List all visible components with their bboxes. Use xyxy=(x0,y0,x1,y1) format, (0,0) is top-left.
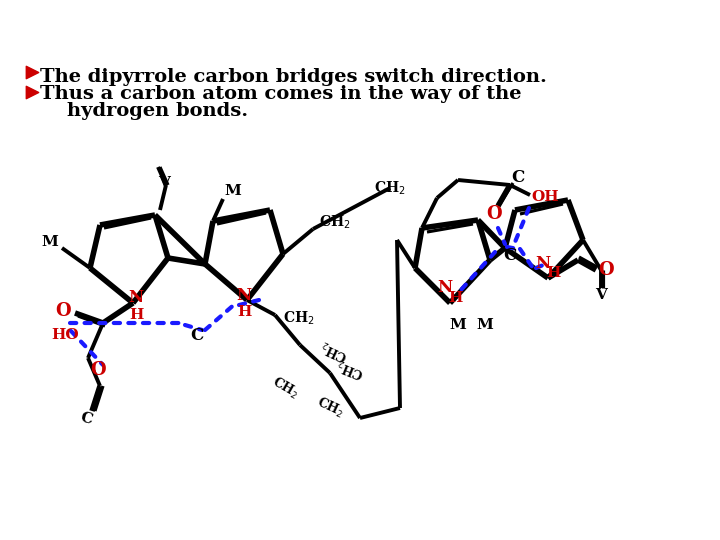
Text: H: H xyxy=(129,308,143,322)
Text: O: O xyxy=(55,302,71,320)
Text: C: C xyxy=(78,410,94,427)
Text: OH: OH xyxy=(531,190,559,204)
Text: CH$_2$: CH$_2$ xyxy=(374,179,406,197)
Text: M: M xyxy=(477,318,493,332)
Point xyxy=(26,87,37,96)
Text: M: M xyxy=(449,318,467,332)
Text: M: M xyxy=(42,235,58,249)
Text: CH$_2$: CH$_2$ xyxy=(283,309,315,327)
Text: N: N xyxy=(438,280,453,296)
Text: C: C xyxy=(190,327,204,343)
Text: HO: HO xyxy=(51,328,78,342)
Text: CH$_2$: CH$_2$ xyxy=(335,355,367,381)
Text: N: N xyxy=(536,254,551,272)
Text: Thus a carbon atom comes in the way of the: Thus a carbon atom comes in the way of t… xyxy=(40,85,521,103)
Text: C: C xyxy=(511,170,525,186)
Point xyxy=(26,68,37,76)
Text: C: C xyxy=(503,246,517,264)
Text: N: N xyxy=(128,289,143,307)
Text: V: V xyxy=(158,176,170,190)
Text: CH$_2$: CH$_2$ xyxy=(318,336,351,363)
Text: O: O xyxy=(598,261,614,279)
Text: H: H xyxy=(448,291,462,305)
Text: H: H xyxy=(546,266,560,280)
Text: CH$_2$: CH$_2$ xyxy=(314,395,346,421)
Text: H: H xyxy=(237,305,251,319)
Text: O: O xyxy=(486,205,502,223)
Text: V: V xyxy=(595,288,607,302)
Text: hydrogen bonds.: hydrogen bonds. xyxy=(40,102,248,120)
Text: O: O xyxy=(90,361,106,379)
Text: N: N xyxy=(236,287,251,303)
Text: M: M xyxy=(225,184,241,198)
Text: The dipyrrole carbon bridges switch direction.: The dipyrrole carbon bridges switch dire… xyxy=(40,68,547,86)
Text: CH$_2$: CH$_2$ xyxy=(319,213,351,231)
Text: CH$_2$: CH$_2$ xyxy=(269,374,302,402)
